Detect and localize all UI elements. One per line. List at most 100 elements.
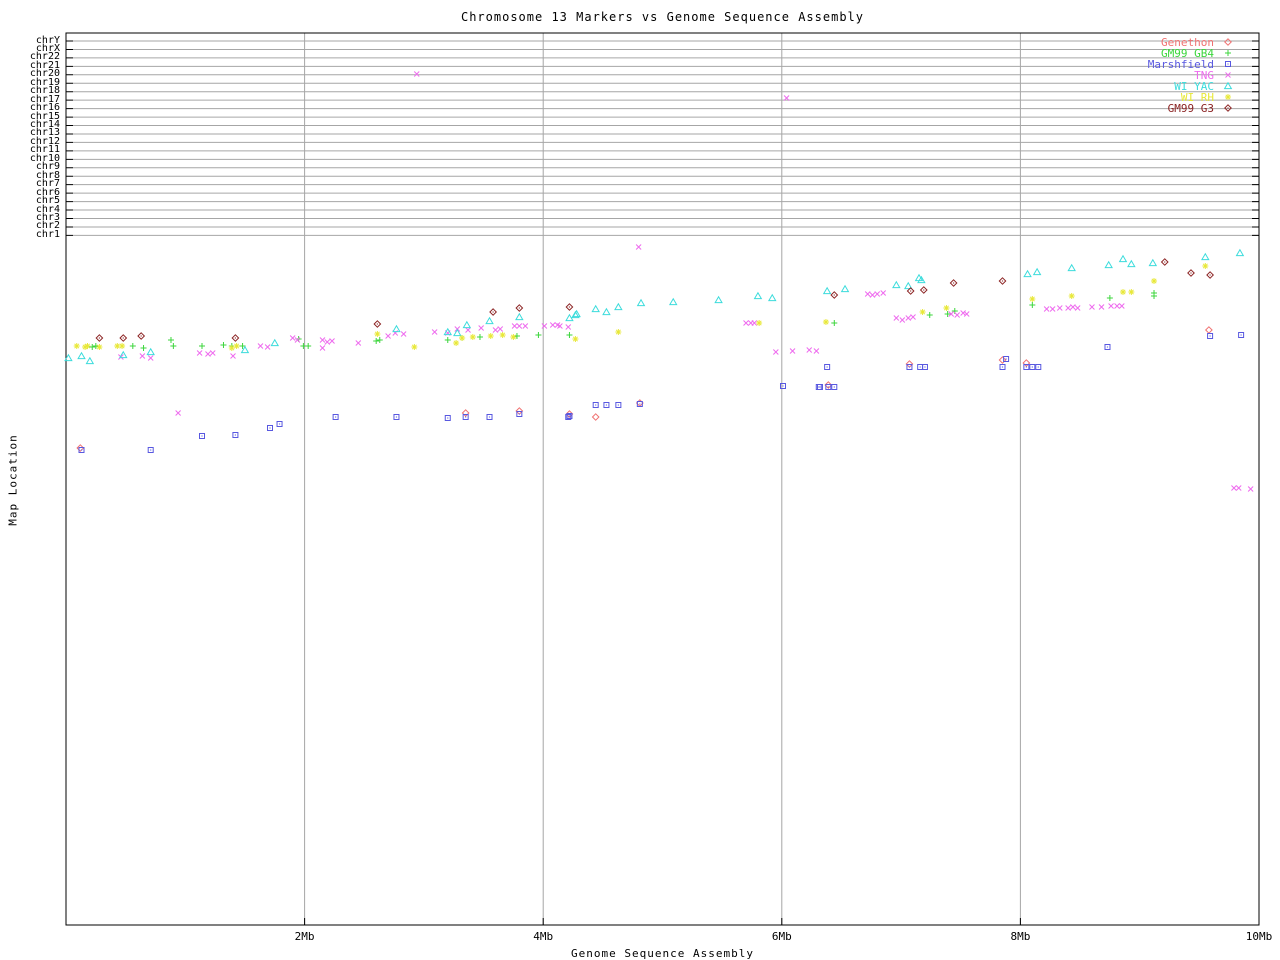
tng-marker (743, 320, 749, 326)
tng-marker (549, 322, 556, 328)
y-tick-label-chr22: chr22 (29, 51, 60, 63)
wi-yac-marker (767, 293, 777, 302)
wi-rh-marker (119, 343, 126, 349)
y-tick-label-chr13: chr13 (29, 127, 60, 139)
tng-marker (413, 71, 420, 77)
x-tick-label-6Mb: 6Mb (771, 930, 792, 943)
gm99-g3-marker (95, 334, 104, 342)
wi-rh-marker (114, 343, 121, 349)
marshfield-marker (1023, 364, 1030, 370)
x-tick-label-10Mb: 10Mb (1245, 930, 1273, 943)
marshfield-marker (1035, 364, 1042, 370)
wi-yac-marker (753, 291, 763, 300)
marshfield-marker (566, 413, 573, 419)
tng-marker (511, 323, 518, 329)
tng-marker (139, 353, 146, 359)
wi-yac-marker (714, 295, 723, 304)
tng-marker (905, 315, 912, 321)
gm99-gb4-marker (926, 312, 933, 318)
wi-yac-marker (565, 313, 574, 322)
wi-rh-marker (487, 333, 494, 339)
marshfield-marker (267, 425, 274, 431)
tng-marker (385, 333, 391, 339)
legend-label-gm99-gb4: GM99 GB4 (1161, 46, 1214, 60)
legend-marker-tng (1225, 72, 1231, 78)
tng-marker (209, 350, 216, 356)
wi-yac-marker (146, 347, 155, 356)
gm99-gb4-marker (376, 337, 383, 343)
wi-rh-marker (82, 344, 89, 350)
gm99-gb4-marker (305, 343, 312, 349)
tng-marker (880, 290, 887, 296)
wi-yac-marker (1032, 267, 1042, 276)
tng-marker (864, 291, 871, 297)
wi-yac-marker (64, 353, 73, 362)
wi-yac-marker (270, 338, 280, 347)
tng-marker (294, 337, 301, 343)
wi-rh-marker (374, 331, 381, 337)
marshfield-marker (565, 414, 572, 420)
gm99-gb4-marker (476, 334, 483, 340)
legend-marker-genethon (1224, 38, 1232, 46)
marshfield-marker (825, 384, 832, 390)
wi-rh-marker (615, 329, 622, 335)
tng-marker (1118, 303, 1125, 309)
wi-rh-marker (756, 320, 763, 326)
wi-rh-marker (1029, 296, 1036, 302)
tng-marker (751, 320, 758, 326)
wi-yac-marker (1118, 254, 1128, 263)
tng-marker (1235, 485, 1242, 491)
tng-marker (789, 348, 796, 354)
wi-yac-marker (614, 302, 623, 311)
wi-yac-marker (892, 280, 901, 289)
tng-marker (118, 354, 124, 360)
tng-marker (319, 337, 326, 343)
tng-marker (963, 311, 970, 317)
tng-marker (541, 323, 548, 329)
x-tick-label-8Mb: 8Mb (1010, 930, 1031, 943)
marshfield-marker (1238, 332, 1245, 338)
marshfield-marker (636, 401, 643, 407)
chart-title: Chromosome 13 Markers vs Genome Sequence… (460, 10, 864, 24)
tng-marker (319, 345, 326, 351)
wi-yac-marker (77, 351, 86, 360)
gm99-g3-marker (119, 334, 128, 342)
wi-yac-marker (453, 328, 462, 337)
wi-rh-marker (1202, 263, 1209, 269)
gm99-g3-marker (1206, 271, 1214, 279)
wi-yac-marker (1235, 248, 1245, 257)
y-tick-label-chr3: chr3 (35, 211, 60, 223)
gm99-g3-marker (515, 304, 524, 312)
tng-marker (783, 95, 790, 101)
wi-yac-marker (1023, 269, 1032, 278)
y-tick-label-chr5: chr5 (35, 195, 60, 207)
wi-rh-marker (411, 344, 418, 350)
gm99-gb4-marker (444, 337, 451, 343)
tng-marker (478, 325, 485, 331)
wi-yac-marker (1104, 260, 1113, 269)
gm99-g3-marker (137, 332, 146, 340)
wi-yac-marker (591, 304, 600, 313)
tng-marker (874, 291, 881, 297)
y-tick-label-chr21: chr21 (29, 59, 60, 71)
gm99-g3-marker (565, 303, 574, 311)
tng-marker (960, 310, 966, 316)
marshfield-marker (615, 402, 622, 408)
tng-marker (948, 311, 955, 317)
marshfield-marker (486, 414, 493, 420)
tng-marker (497, 326, 504, 332)
tng-marker (465, 327, 471, 333)
marshfield-marker (78, 447, 85, 453)
wi-yac-marker (840, 284, 850, 293)
tng-marker (1074, 305, 1081, 311)
marshfield-marker (393, 414, 400, 420)
marshfield-marker (906, 364, 913, 370)
tng-marker (899, 317, 906, 323)
gm99-g3-marker (1160, 258, 1169, 266)
gm99-gb4-marker (167, 337, 174, 343)
wi-rh-marker (453, 340, 460, 346)
y-tick-label-chrX: chrX (35, 42, 60, 54)
y-tick-label-chr2: chr2 (35, 220, 60, 232)
wi-rh-marker (822, 319, 829, 325)
wi-rh-marker (459, 335, 466, 341)
